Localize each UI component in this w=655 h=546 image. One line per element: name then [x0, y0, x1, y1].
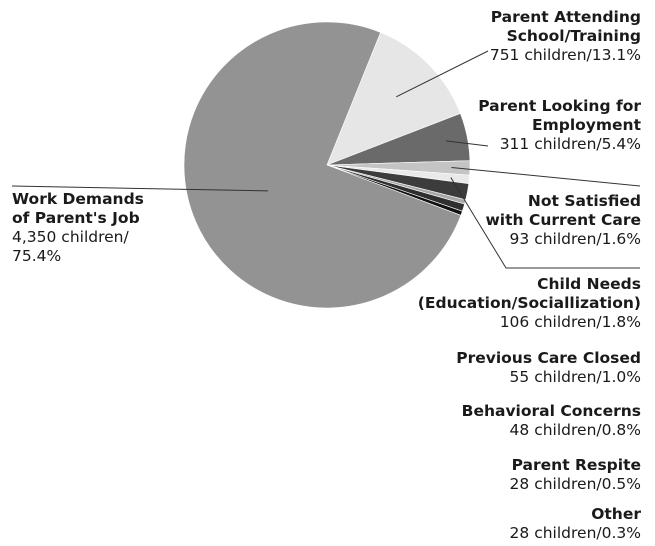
- label-school: Parent Attending School/Training 751 chi…: [490, 8, 641, 65]
- leader-work: [11, 185, 269, 192]
- label-behavioral-name: Behavioral Concerns: [461, 402, 641, 420]
- slice-school: [326, 32, 461, 166]
- leader-not-satisfied: [451, 167, 641, 187]
- label-behavioral: Behavioral Concerns 48 children/0.8%: [462, 402, 641, 440]
- label-child-needs: Child Needs (Education/Sociallization) 1…: [418, 275, 641, 332]
- label-previous-care: Previous Care Closed 55 children/1.0%: [456, 349, 641, 387]
- pie-slices: [183, 21, 471, 309]
- label-not-satisfied: Not Satisfied with Current Care 93 child…: [485, 192, 641, 249]
- label-child-needs-stat: 106 children/1.8%: [499, 313, 641, 331]
- label-child-needs-name: Child Needs (Education/Sociallization): [417, 275, 641, 312]
- label-not-satisfied-name: Not Satisfied with Current Care: [485, 192, 641, 229]
- label-other-name: Other: [591, 505, 641, 523]
- label-other-stat: 28 children/0.3%: [509, 524, 641, 542]
- label-previous-care-name: Previous Care Closed: [456, 349, 641, 367]
- label-respite-name: Parent Respite: [511, 456, 641, 474]
- label-behavioral-stat: 48 children/0.8%: [509, 421, 641, 439]
- label-employment: Parent Looking for Employment 311 childr…: [478, 97, 641, 154]
- label-work-stat: 4,350 children/ 75.4%: [12, 228, 129, 265]
- label-not-satisfied-stat: 93 children/1.6%: [509, 230, 641, 248]
- label-respite: Parent Respite 28 children/0.5%: [510, 456, 641, 494]
- leader-school: [396, 50, 489, 98]
- label-other: Other 28 children/0.3%: [510, 505, 641, 543]
- label-employment-name: Parent Looking for Employment: [478, 97, 641, 134]
- leader-employment: [446, 140, 489, 147]
- label-previous-care-stat: 55 children/1.0%: [509, 368, 641, 386]
- label-school-stat: 751 children/13.1%: [489, 46, 641, 64]
- label-employment-stat: 311 children/5.4%: [499, 135, 641, 153]
- label-work: Work Demands of Parent's Job 4,350 child…: [12, 190, 144, 266]
- label-work-name: Work Demands of Parent's Job: [12, 190, 144, 227]
- label-respite-stat: 28 children/0.5%: [509, 475, 641, 493]
- leader-child-needs: [450, 177, 640, 269]
- slice-work: [183, 21, 462, 309]
- leader-lines: [11, 50, 641, 269]
- label-school-name: Parent Attending School/Training: [490, 8, 641, 45]
